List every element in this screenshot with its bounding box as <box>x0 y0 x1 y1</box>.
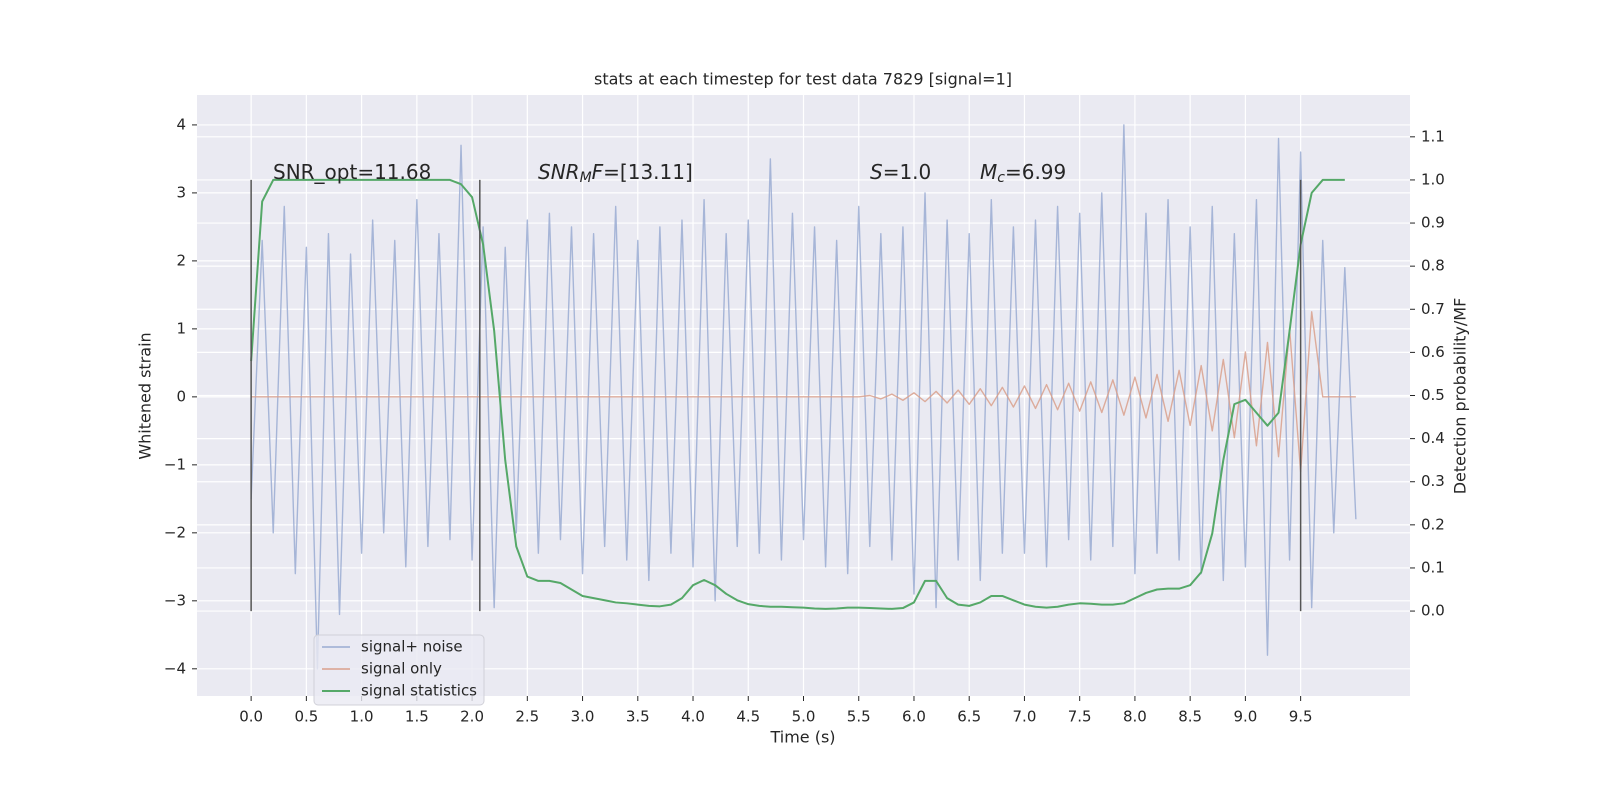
annotation-part: M <box>580 170 592 186</box>
y-tick-label: −2 <box>164 523 186 541</box>
data <box>250 124 1357 670</box>
x-tick-label: 8.0 <box>1123 708 1147 726</box>
y-tick-label: 4 <box>176 115 186 133</box>
x-tick-label: 3.5 <box>626 708 650 726</box>
y-tick-label: −4 <box>164 659 186 677</box>
annotation: SNR_opt=11.68 <box>273 160 431 184</box>
y2-tick-label: 0.5 <box>1421 386 1445 404</box>
y-tick-label: 1 <box>176 319 186 337</box>
x-axis-label: Time (s) <box>769 728 835 747</box>
x-tick-label: 5.5 <box>847 708 871 726</box>
x-tick-label: 8.5 <box>1178 708 1202 726</box>
x-tick-label: 2.0 <box>460 708 484 726</box>
x-tick-label: 6.0 <box>902 708 926 726</box>
series-line <box>250 124 1357 670</box>
x-tick-label: 7.5 <box>1068 708 1092 726</box>
x-tick-label: 3.0 <box>571 708 595 726</box>
annotation-part: =[13.11] <box>603 160 693 184</box>
annotation-part: F <box>592 160 604 184</box>
y2-tick-label: 1.0 <box>1421 170 1445 188</box>
annotation-part: =6.99 <box>1005 160 1066 184</box>
y-tick-label: 3 <box>176 183 186 201</box>
x-tick-label: 1.5 <box>405 708 429 726</box>
annotation-part: c <box>997 170 1005 186</box>
y2-tick-label: 0.0 <box>1421 602 1445 620</box>
x-tick-label: 6.5 <box>957 708 981 726</box>
y2-tick-label: 0.1 <box>1421 558 1445 576</box>
chart-title: stats at each timestep for test data 782… <box>594 70 1012 89</box>
x-tick-label: 5.0 <box>792 708 816 726</box>
y-tick-label: −1 <box>164 455 186 473</box>
x-tick-label: 1.0 <box>350 708 374 726</box>
y2-tick-label: 0.6 <box>1421 343 1445 361</box>
x-tick-label: 4.5 <box>736 708 760 726</box>
x-tick-label: 0.0 <box>239 708 263 726</box>
legend-box <box>313 634 485 706</box>
y2-tick-label: 0.4 <box>1421 429 1445 447</box>
y2-tick-label: 0.9 <box>1421 214 1445 232</box>
legend-label: signal+ noise <box>361 638 463 656</box>
y-tick-label: 2 <box>176 251 186 269</box>
x-tick-label: 9.5 <box>1289 708 1313 726</box>
y2-tick-label: 0.7 <box>1421 300 1445 318</box>
x-tick-label: 7.0 <box>1013 708 1037 726</box>
y2-tick-label: 1.1 <box>1421 127 1445 145</box>
y2-axis-label: Detection probability/MF <box>1451 298 1470 495</box>
y2-tick-label: 0.8 <box>1421 257 1445 275</box>
y-tick-label: 0 <box>176 387 186 405</box>
legend-label: signal statistics <box>361 682 477 700</box>
annotation-part: M <box>980 160 997 184</box>
annotation-part: SNR <box>538 160 580 184</box>
annotation-part: SNR_opt=11.68 <box>273 160 431 184</box>
annotation: Mc=6.99 <box>980 160 1066 187</box>
y2-tick-label: 0.2 <box>1421 515 1445 533</box>
x-tick-label: 0.5 <box>294 708 318 726</box>
overlay: SNR_opt=11.68 SNRMF=[13.11] S=1.0 Mc=6.99si… <box>250 160 1302 706</box>
annotation-part: S <box>870 160 883 184</box>
x-tick-label: 2.5 <box>515 708 539 726</box>
y2-tick-label: 0.3 <box>1421 472 1445 490</box>
legend-label: signal only <box>361 660 442 678</box>
annotation: S=1.0 <box>870 160 931 184</box>
x-tick-label: 4.0 <box>681 708 705 726</box>
y-axis-label: Whitened strain <box>136 332 155 459</box>
series-line <box>250 178 1345 610</box>
annotation: SNRMF=[13.11] <box>538 160 693 187</box>
series-line <box>251 311 1356 473</box>
x-tick-label: 9.0 <box>1233 708 1257 726</box>
annotation-part: =1.0 <box>883 160 932 184</box>
grid: 0.0 0.5 1.0 1.5 2.0 2.5 3.0 3.5 4.0 4.5 5.0 5.5 6.0 6… <box>164 95 1445 726</box>
y-tick-label: −3 <box>164 591 186 609</box>
